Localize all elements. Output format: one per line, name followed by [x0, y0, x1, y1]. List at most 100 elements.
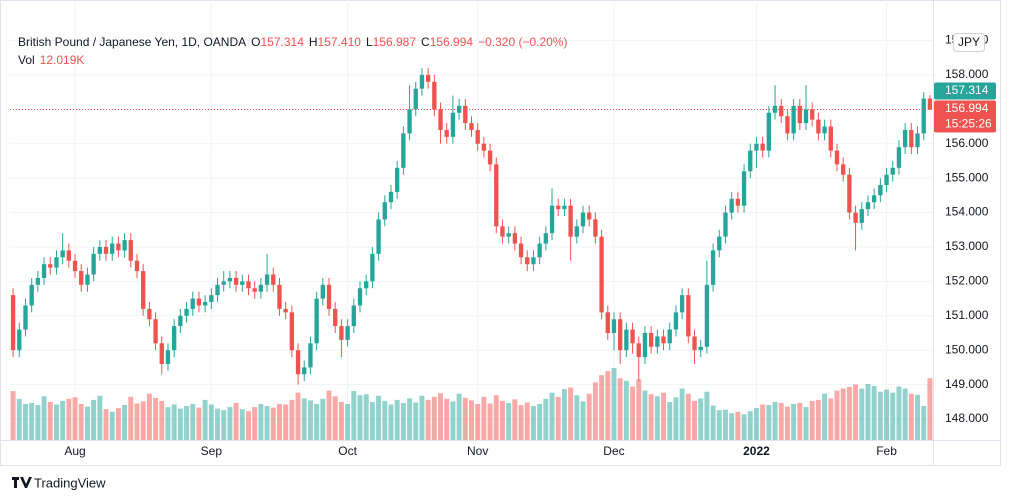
- candle-body: [487, 150, 493, 165]
- candle-body: [48, 264, 53, 268]
- volume-bar: [41, 396, 47, 440]
- volume-bar: [122, 405, 128, 440]
- volume-bar: [772, 401, 778, 440]
- volume-bar: [283, 404, 289, 440]
- candle-body: [413, 88, 418, 110]
- y-tick-label: 155.000: [945, 170, 989, 184]
- candle-body: [264, 274, 270, 285]
- ohlc-key: C: [421, 35, 430, 49]
- y-tick-label: 150.000: [945, 342, 989, 356]
- x-tick-label: Sep: [201, 444, 223, 458]
- ohlc-key: L: [365, 35, 373, 49]
- footer-brand[interactable]: TradingView: [34, 475, 106, 490]
- candle-body: [23, 305, 28, 330]
- volume-bar: [766, 405, 772, 440]
- y-tick-label: 148.000: [945, 411, 989, 425]
- volume-bar: [915, 394, 920, 440]
- volume-bar: [357, 395, 363, 440]
- volume-bar: [530, 406, 536, 440]
- price-tag-label: 156.994: [945, 101, 989, 115]
- volume-bar: [258, 404, 264, 440]
- volume-bar: [692, 400, 697, 440]
- x-tick-label: Aug: [64, 444, 85, 458]
- candle-body: [221, 281, 226, 285]
- candle-body: [103, 246, 109, 254]
- candle-body: [159, 343, 164, 364]
- x-tick-label: Dec: [603, 444, 624, 458]
- candle-body: [97, 246, 102, 254]
- volume-bar: [512, 399, 518, 440]
- candle-body: [717, 236, 722, 251]
- volume-bar: [444, 398, 450, 440]
- candle-body: [432, 81, 437, 110]
- tv-logo[interactable]: [12, 477, 32, 488]
- candle-body: [710, 250, 716, 285]
- volume-bar: [295, 392, 301, 440]
- currency-label[interactable]: JPY: [958, 35, 980, 49]
- tv-logo-mark[interactable]: [12, 477, 32, 488]
- volume-bar: [735, 411, 741, 440]
- candle-body: [803, 109, 809, 124]
- candle-body: [871, 195, 877, 203]
- volume-bar: [679, 388, 685, 440]
- currency-button[interactable]: JPY: [953, 33, 985, 52]
- volume-bar: [469, 400, 474, 440]
- volume-layer: [10, 368, 933, 440]
- candle-body: [370, 253, 375, 282]
- y-tick-label: 156.000: [945, 136, 989, 150]
- symbol-title: British Pound / Japanese Yen, 1D, OANDA: [18, 35, 247, 49]
- candle-body: [357, 288, 363, 306]
- volume-bar: [47, 401, 53, 440]
- volume-value: 12.019K: [39, 53, 85, 67]
- volume-bar: [809, 400, 815, 440]
- volume-bar: [921, 406, 927, 440]
- candle-body: [537, 243, 542, 258]
- volume-bar: [493, 395, 499, 440]
- candle-body: [847, 174, 852, 213]
- volume-bar: [159, 400, 165, 440]
- ohlc-value: 157.314: [260, 35, 304, 49]
- candle-body: [760, 143, 765, 151]
- candle-body: [642, 332, 648, 358]
- volume-bar: [630, 386, 636, 440]
- volume-bar: [332, 396, 338, 440]
- candle-body: [85, 274, 90, 285]
- candle-body: [450, 112, 456, 137]
- candle-body: [655, 336, 660, 347]
- volume-bar: [35, 405, 41, 440]
- price-tag-label: 157.314: [945, 83, 989, 97]
- volume-bar: [753, 408, 759, 440]
- candle-body: [481, 143, 487, 151]
- volume-bar: [10, 391, 16, 440]
- candle-body: [233, 277, 239, 285]
- volume-bar: [846, 387, 852, 440]
- volume-bar: [227, 407, 233, 440]
- candle-body: [72, 260, 78, 272]
- candle-body: [41, 264, 47, 278]
- candle-body: [543, 233, 549, 244]
- candle-body: [896, 147, 902, 168]
- candle-body: [902, 129, 908, 148]
- candle-body: [147, 308, 152, 320]
- legend-row: British Pound / Japanese Yen, 1D, OANDA O…: [18, 35, 567, 49]
- candle-body: [376, 219, 381, 254]
- candle-body: [556, 205, 561, 210]
- candle-body: [277, 284, 282, 309]
- candle-body: [35, 277, 41, 285]
- x-tick-label: 2022: [743, 444, 770, 458]
- y-tick-label: 153.000: [945, 239, 989, 253]
- candle-body: [141, 271, 146, 309]
- volume-bar: [314, 404, 320, 440]
- candle-body: [679, 295, 685, 313]
- candle-body: [927, 98, 933, 110]
- currency-box[interactable]: [953, 33, 985, 52]
- price-tag: [934, 82, 996, 100]
- volume-bar: [518, 405, 524, 440]
- volume-bar: [834, 390, 840, 440]
- candle-body: [562, 205, 567, 210]
- volume-bar: [394, 399, 400, 440]
- volume-bar: [376, 395, 382, 440]
- candle-body: [593, 219, 598, 237]
- volume-bar: [419, 395, 425, 440]
- candle-body: [636, 343, 641, 358]
